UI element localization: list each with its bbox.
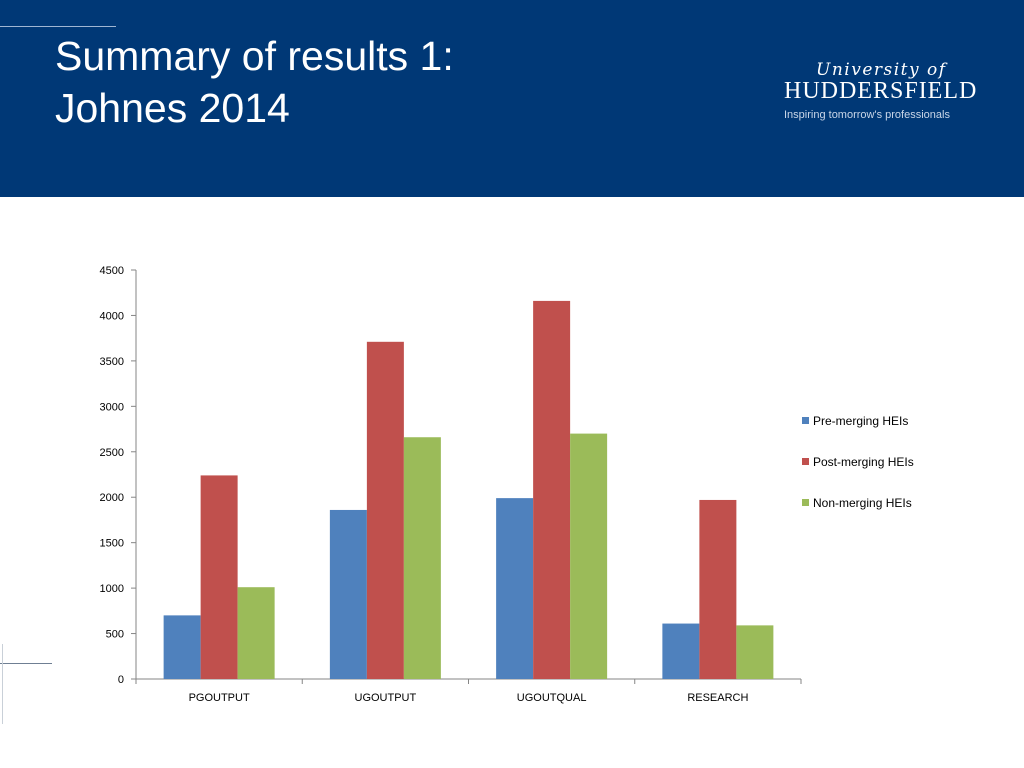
bar-post-merging-heis-pgoutput — [200, 475, 238, 679]
legend-label: Post-merging HEIs — [813, 455, 914, 469]
bar-pre-merging-heis-pgoutput — [163, 615, 201, 679]
bar-post-merging-heis-research — [699, 499, 737, 679]
x-tick-label: PGOUTPUT — [189, 692, 250, 704]
x-tick-label: UGOUTQUAL — [517, 692, 587, 704]
legend: Pre-merging HEIs Post-merging HEIs Non-mer… — [802, 414, 914, 510]
y-tick-label: 2500 — [100, 447, 124, 459]
bars — [163, 300, 774, 679]
legend-label: Non-merging HEIs — [813, 496, 912, 510]
bar-pre-merging-heis-ugoutput — [329, 509, 367, 679]
y-tick-label: 4000 — [100, 310, 124, 322]
legend-swatch — [802, 417, 809, 424]
legend-swatch — [802, 499, 809, 506]
logo-line-university-of: University of — [816, 60, 947, 80]
y-tick-label: 500 — [106, 629, 124, 641]
y-tick-label: 4500 — [100, 265, 124, 277]
y-tick-label: 1000 — [100, 583, 124, 595]
bar-pre-merging-heis-research — [662, 623, 700, 679]
footer-rule — [0, 663, 52, 664]
footer-rule-vertical — [2, 644, 3, 724]
bar-pre-merging-heis-ugoutqual — [496, 498, 534, 679]
bar-non-merging-heis-ugoutqual — [570, 433, 608, 679]
header-rule — [0, 26, 116, 27]
x-axis: PGOUTPUT UGOUTPUT UGOUTQUAL RESEARCH — [135, 678, 802, 704]
bar-non-merging-heis-research — [736, 625, 774, 679]
y-tick-label: 3500 — [100, 356, 124, 368]
y-axis: 0 500 1000 1500 2000 2500 3000 3500 4000 4500 — [100, 265, 137, 686]
bar-non-merging-heis-ugoutput — [403, 437, 441, 679]
y-tick-label: 2000 — [100, 492, 124, 504]
logo-tagline: Inspiring tomorrow's professionals — [784, 109, 950, 121]
header-banner: Summary of results 1: Johnes 2014 Univer… — [0, 0, 1024, 197]
legend-swatch — [802, 458, 809, 465]
legend-label: Pre-merging HEIs — [813, 414, 908, 428]
y-tick-label: 0 — [118, 674, 124, 686]
logo-line-huddersfield: HUDDERSFIELD — [784, 78, 978, 104]
x-tick-label: RESEARCH — [687, 692, 748, 704]
slide-title: Summary of results 1: Johnes 2014 — [55, 33, 454, 131]
university-logo: University of HUDDERSFIELD Inspiring tom… — [778, 58, 978, 128]
bar-post-merging-heis-ugoutput — [366, 341, 404, 679]
y-tick-label: 3000 — [100, 401, 124, 413]
x-tick-label: UGOUTPUT — [355, 692, 417, 704]
bar-non-merging-heis-pgoutput — [237, 587, 275, 679]
y-tick-label: 1500 — [100, 538, 124, 550]
bar-post-merging-heis-ugoutqual — [533, 300, 571, 679]
